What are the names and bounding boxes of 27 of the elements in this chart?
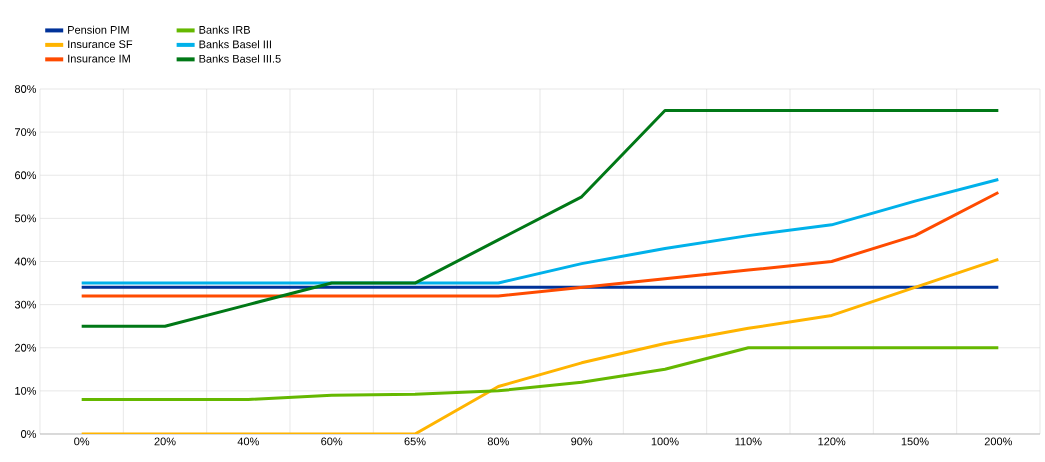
y-tick-label: 60%: [15, 171, 37, 180]
x-tick-label: 80%: [487, 437, 509, 446]
legend-label: Insurance SF: [68, 40, 133, 49]
x-tick-label: 120%: [818, 437, 846, 446]
x-tick-label: 200%: [984, 437, 1012, 446]
x-tick-label: 0%: [74, 437, 90, 446]
legend-label: Pension PIM: [68, 25, 129, 34]
x-tick-label: 150%: [901, 437, 929, 446]
legend-label: Banks Basel III: [199, 40, 271, 49]
y-tick-label: 80%: [14, 85, 37, 93]
x-tick-label: 60%: [321, 437, 343, 446]
x-tick-label: 100%: [651, 437, 679, 446]
x-tick-label: 40%: [237, 437, 259, 446]
x-tick-label: 110%: [735, 437, 762, 446]
x-tick-label: 65%: [404, 437, 426, 446]
y-tick-label: 20%: [15, 343, 37, 352]
y-tick-label: 0%: [21, 430, 37, 438]
legend-label: Banks IRB: [199, 25, 250, 34]
y-tick-label: 50%: [14, 214, 37, 223]
y-tick-label: 70%: [15, 128, 37, 137]
y-tick-label: 10%: [15, 386, 37, 395]
x-tick-label: 20%: [154, 437, 176, 446]
legend-label: Banks Basel III.5: [199, 54, 281, 63]
x-tick-label: 90%: [571, 437, 593, 446]
legend-label: Insurance IM: [68, 54, 130, 63]
y-tick-label: 30%: [14, 300, 37, 309]
y-tick-label: 40%: [14, 257, 37, 266]
